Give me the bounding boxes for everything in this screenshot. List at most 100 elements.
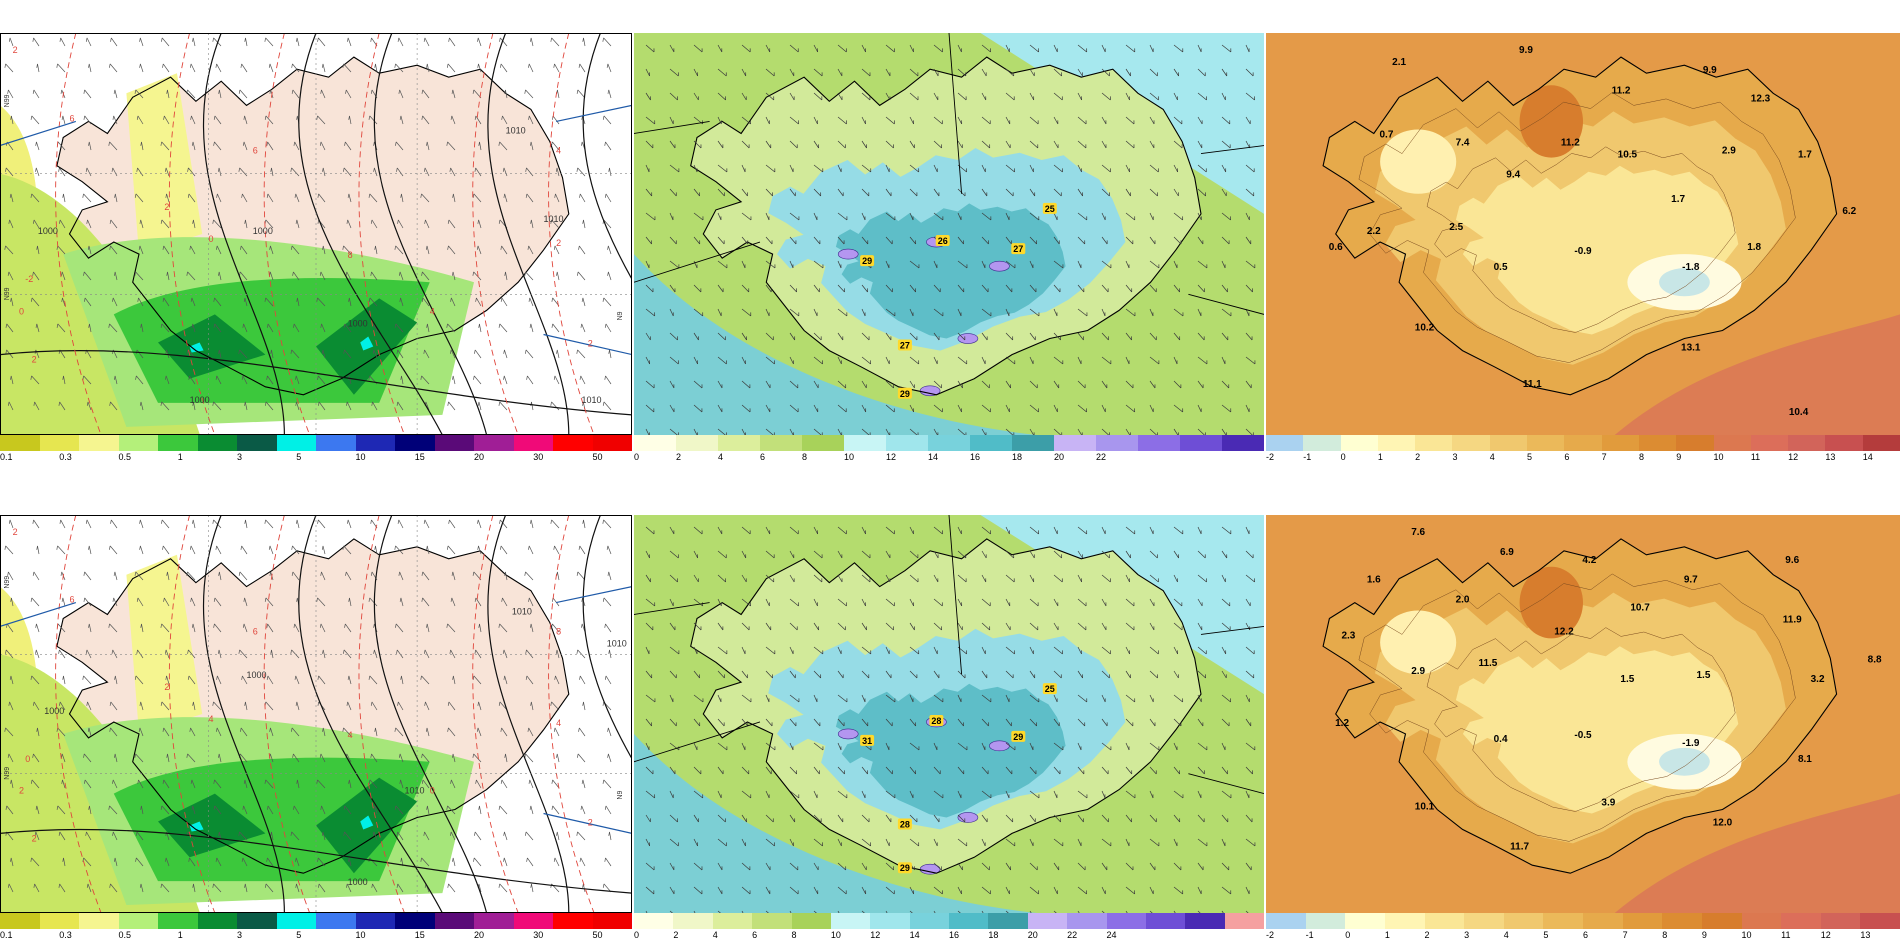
north-warm xyxy=(1519,566,1583,639)
colorbar-swatch xyxy=(1676,435,1714,451)
colorbar-tick: 20 xyxy=(474,930,485,940)
colorbar-swatch xyxy=(970,435,1012,451)
colorbar-swatch xyxy=(553,435,593,451)
gust-label: 28 xyxy=(897,818,912,830)
colorbar-swatch xyxy=(1564,435,1602,451)
isobar-label: 1000 xyxy=(348,877,368,887)
colorbar-tick: 15 xyxy=(414,452,425,462)
north-warm xyxy=(1519,85,1583,158)
temp-contour-label: 2 xyxy=(588,817,593,827)
colorbar-swatch xyxy=(1222,435,1264,451)
temp-contours xyxy=(55,33,595,435)
colorbar-swatch xyxy=(1713,435,1751,451)
colorbar-swatch xyxy=(1781,913,1821,929)
colorbar-swatch xyxy=(118,435,158,451)
temperature-label: 2.2 xyxy=(1367,226,1381,237)
gust-value: 25 xyxy=(1045,684,1055,694)
colorbar-swatch xyxy=(395,435,435,451)
colorbar-tick: 2 xyxy=(1415,452,1421,462)
isobar-label: 1010 xyxy=(506,126,526,136)
temp-contour-label: 2 xyxy=(32,833,37,843)
colorbar-swatch xyxy=(197,435,237,451)
colorbar-swatch xyxy=(718,435,760,451)
coastline xyxy=(1322,538,1838,874)
wind-sea-south xyxy=(634,733,1170,913)
temperature-label: 10.2 xyxy=(1415,322,1435,333)
colorbar-tick: 5 xyxy=(1543,930,1549,940)
temp-contour-label: 2 xyxy=(13,527,18,537)
colorbar-swatch xyxy=(118,913,158,929)
map-temp: 2.1 9.9 9.9 12.3 0.7 7.4 11.2 11.2 10.5 2.9 1.7 9.4… xyxy=(1266,33,1900,435)
graticule xyxy=(0,515,632,913)
colorbar-swatch xyxy=(79,913,119,929)
gust-label: 25 xyxy=(1042,683,1057,695)
colorbar-swatch xyxy=(1305,913,1346,929)
colorbar-tick: 0 xyxy=(634,930,640,940)
temperature-label: -0.9 xyxy=(1574,246,1592,257)
gust-value: 29 xyxy=(1013,732,1023,742)
isobar-label: 1000 xyxy=(190,395,210,405)
colorbar-swatch xyxy=(1303,435,1341,451)
temperature-label: 3.2 xyxy=(1811,674,1825,685)
colorbar-tick: 13 xyxy=(1860,930,1871,940)
gust-value: 27 xyxy=(900,341,910,351)
colorbar-swatch xyxy=(791,913,831,929)
colorbar-swatch xyxy=(158,913,198,929)
colorbar-tick: 6 xyxy=(1583,930,1589,940)
colorbar xyxy=(0,913,632,929)
isotherm xyxy=(1358,573,1796,842)
temperature-label: 1.2 xyxy=(1335,718,1349,729)
gust-value: 29 xyxy=(900,863,910,873)
colorbar-tick: -2 xyxy=(1266,930,1275,940)
colorbar-tick: 30 xyxy=(533,452,544,462)
colorbar-swatch xyxy=(870,913,910,929)
isobar-label: 1010 xyxy=(581,395,601,405)
temperature-label: 6.9 xyxy=(1500,547,1514,558)
colorbar-swatch xyxy=(1224,913,1264,929)
gust-value: 31 xyxy=(862,736,872,746)
colorbar-tick: -1 xyxy=(1303,452,1312,462)
colorbar-tick: 24 xyxy=(1106,930,1117,940)
temp-contour-label: 0 xyxy=(430,786,435,796)
colorbar-tick: 6 xyxy=(1564,452,1570,462)
colorbar-swatch xyxy=(474,435,514,451)
coastline xyxy=(56,56,570,396)
temperature-label: 2.9 xyxy=(1411,666,1425,677)
wind-arrows xyxy=(645,44,1256,435)
colorbar-swatch xyxy=(1180,435,1222,451)
map-panel-p11: 1000 1000 1010 1010 1010 1000 1000 2 6 2 -2 2 0 6 8 4 2 4… xyxy=(0,15,632,465)
temp-contour-label: 0 xyxy=(209,234,214,244)
temperature-label: 12.3 xyxy=(1751,93,1771,104)
colorbar-swatch xyxy=(1345,913,1385,929)
colorbar-tick: 3 xyxy=(237,930,243,940)
panel-header xyxy=(634,497,1264,515)
colorbar-tick: 4 xyxy=(1503,930,1509,940)
colorbar-swatch xyxy=(434,435,474,451)
temperature-label: 11.9 xyxy=(1783,614,1802,625)
temperature-label: 1.7 xyxy=(1671,194,1685,205)
temp-contour-label: 2 xyxy=(164,202,169,212)
colorbar-swatch xyxy=(1424,913,1465,929)
colorbar-swatch xyxy=(886,435,928,451)
colorbar xyxy=(1266,913,1900,929)
gust-value: 25 xyxy=(1045,204,1055,214)
temperature-label: 11.2 xyxy=(1612,85,1631,96)
temperature-label: 6.2 xyxy=(1842,206,1856,217)
panel-header xyxy=(1266,15,1900,33)
colorbar-swatch xyxy=(1377,435,1416,451)
colorbar-tick: 12 xyxy=(870,930,881,940)
panel-header xyxy=(634,15,1264,33)
colorbar-ticks: -2 -1 0 1 2 3 4 5 6 7 8 9 10 11 12 13 xyxy=(1266,930,1900,941)
colorbar-swatch xyxy=(592,913,632,929)
colorbar-tick: 11 xyxy=(1781,930,1791,940)
region-lines xyxy=(634,515,1264,795)
colorbar-tick: 22 xyxy=(1096,452,1107,462)
colorbar-tick: 2 xyxy=(673,930,679,940)
temperature-label: 2.0 xyxy=(1456,595,1470,606)
colorbar-tick: 20 xyxy=(1054,452,1065,462)
colorbar-swatch xyxy=(1750,435,1789,451)
gust-label: 29 xyxy=(897,387,912,399)
isobar-label: 1010 xyxy=(544,214,564,224)
colorbar-swatch xyxy=(1415,435,1453,451)
isotherm xyxy=(1426,627,1736,812)
